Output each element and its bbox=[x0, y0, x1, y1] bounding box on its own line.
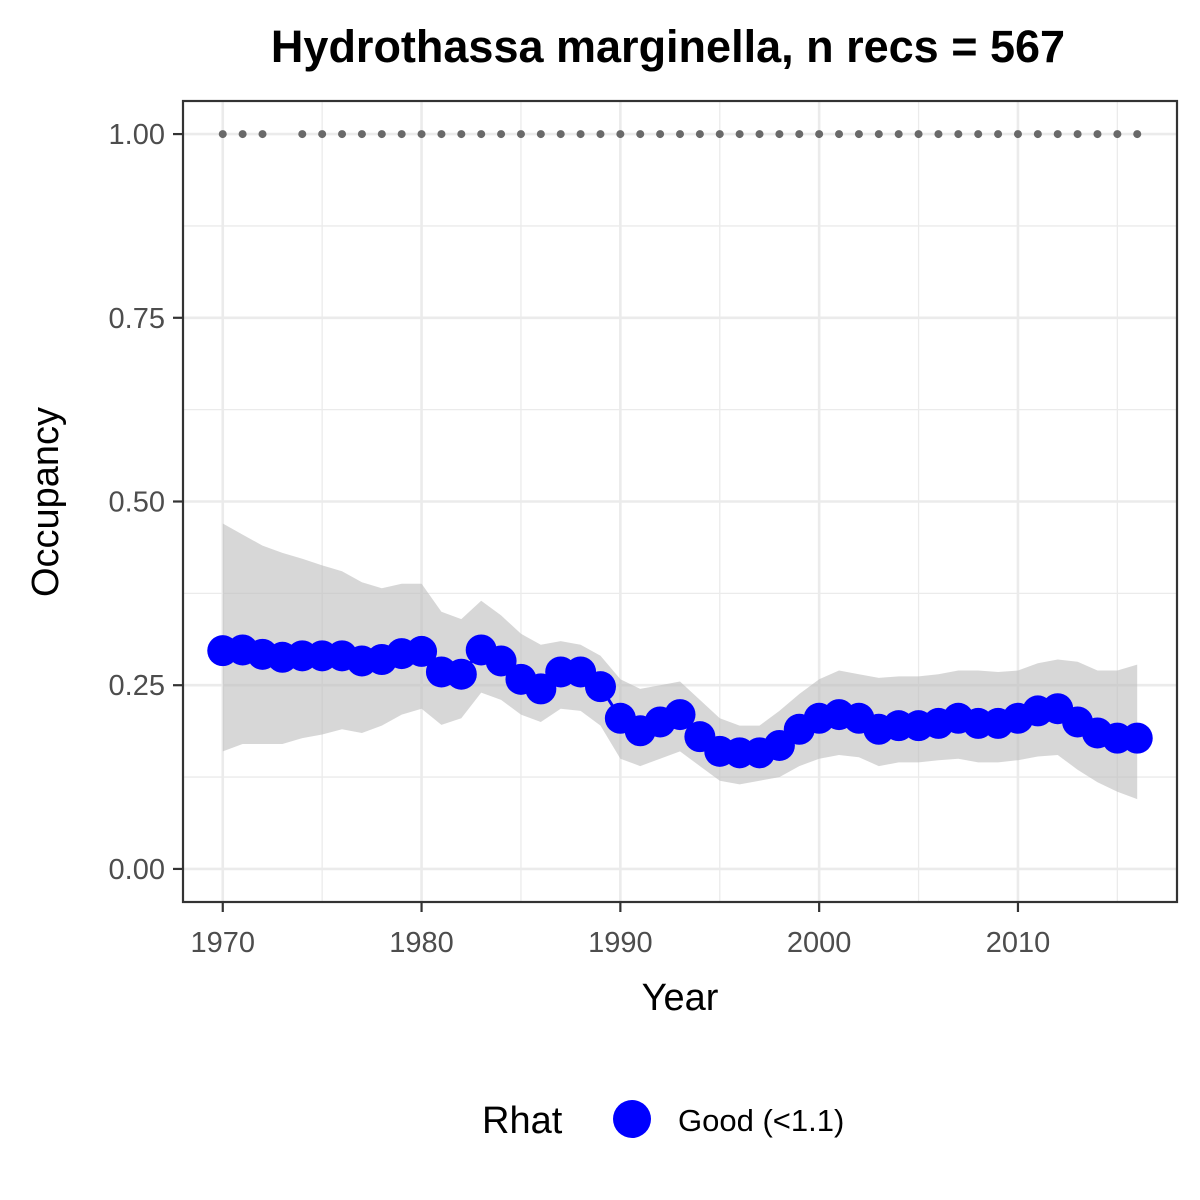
record-point bbox=[1093, 130, 1102, 139]
y-axis-title: Occupancy bbox=[25, 407, 67, 597]
record-point bbox=[417, 130, 426, 139]
record-point bbox=[576, 130, 585, 139]
record-point bbox=[914, 130, 923, 139]
record-point bbox=[775, 130, 784, 139]
record-point bbox=[616, 130, 625, 139]
y-tick-label: 0.50 bbox=[109, 487, 165, 519]
record-point bbox=[795, 130, 804, 139]
record-point bbox=[1053, 130, 1062, 139]
x-tick-label: 2010 bbox=[986, 927, 1051, 959]
record-point bbox=[636, 130, 645, 139]
record-point bbox=[556, 130, 565, 139]
record-point bbox=[954, 130, 963, 139]
record-point bbox=[755, 130, 764, 139]
occupancy-point bbox=[584, 671, 616, 703]
occupancy-point bbox=[485, 645, 517, 677]
record-point bbox=[934, 130, 943, 139]
record-point bbox=[477, 130, 486, 139]
occupancy-point bbox=[664, 699, 696, 731]
record-point bbox=[695, 130, 704, 139]
y-tick-label: 0.00 bbox=[109, 854, 165, 886]
record-point bbox=[1033, 130, 1042, 139]
record-point bbox=[377, 130, 386, 139]
x-tick-label: 1990 bbox=[588, 927, 653, 959]
x-axis-title: Year bbox=[642, 977, 719, 1019]
record-point bbox=[357, 130, 366, 139]
record-point bbox=[715, 130, 724, 139]
record-point bbox=[1113, 130, 1122, 139]
record-point bbox=[974, 130, 983, 139]
grid bbox=[183, 101, 1177, 902]
record-point bbox=[338, 130, 347, 139]
occupancy-point bbox=[445, 658, 477, 690]
axes: 1970 1980 1990 2000 2010 0.00 0.25 0.50 0.75 1.00 bbox=[109, 119, 1051, 959]
record-point bbox=[735, 130, 744, 139]
record-point bbox=[516, 130, 525, 139]
record-point bbox=[894, 130, 903, 139]
record-point bbox=[815, 130, 824, 139]
legend: Rhat Good (<1.1) bbox=[482, 1100, 844, 1142]
record-point bbox=[874, 130, 883, 139]
x-tick-label: 1970 bbox=[191, 927, 256, 959]
legend-label-good: Good (<1.1) bbox=[678, 1103, 844, 1138]
occupancy-point bbox=[1121, 722, 1153, 754]
record-point bbox=[397, 130, 406, 139]
x-tick-label: 2000 bbox=[787, 927, 852, 959]
x-tick-label: 1980 bbox=[389, 927, 454, 959]
occupancy-point bbox=[406, 635, 438, 667]
record-point bbox=[676, 130, 684, 139]
record-point bbox=[835, 130, 844, 139]
chart-title: Hydrothassa marginella, n recs = 567 bbox=[271, 21, 1065, 72]
record-point bbox=[854, 130, 863, 139]
record-point bbox=[497, 130, 506, 139]
record-point bbox=[437, 130, 446, 139]
record-point bbox=[218, 130, 227, 139]
record-point bbox=[994, 130, 1003, 139]
record-point bbox=[1013, 130, 1022, 139]
record-point bbox=[258, 130, 267, 139]
record-point bbox=[536, 130, 545, 139]
legend-title: Rhat bbox=[482, 1100, 563, 1142]
record-point bbox=[596, 130, 605, 139]
record-point bbox=[318, 130, 327, 139]
y-tick-label: 1.00 bbox=[109, 119, 165, 151]
record-point bbox=[1073, 130, 1082, 139]
record-point bbox=[238, 130, 247, 139]
legend-key-good bbox=[613, 1100, 651, 1138]
occupancy-series-layer bbox=[207, 634, 1153, 769]
y-tick-label: 0.75 bbox=[109, 303, 165, 335]
record-point bbox=[656, 130, 665, 139]
y-tick-label: 0.25 bbox=[109, 670, 165, 702]
record-point bbox=[298, 130, 307, 139]
record-point bbox=[1133, 130, 1142, 139]
record-point bbox=[457, 130, 466, 139]
record-points-layer bbox=[218, 130, 1142, 139]
